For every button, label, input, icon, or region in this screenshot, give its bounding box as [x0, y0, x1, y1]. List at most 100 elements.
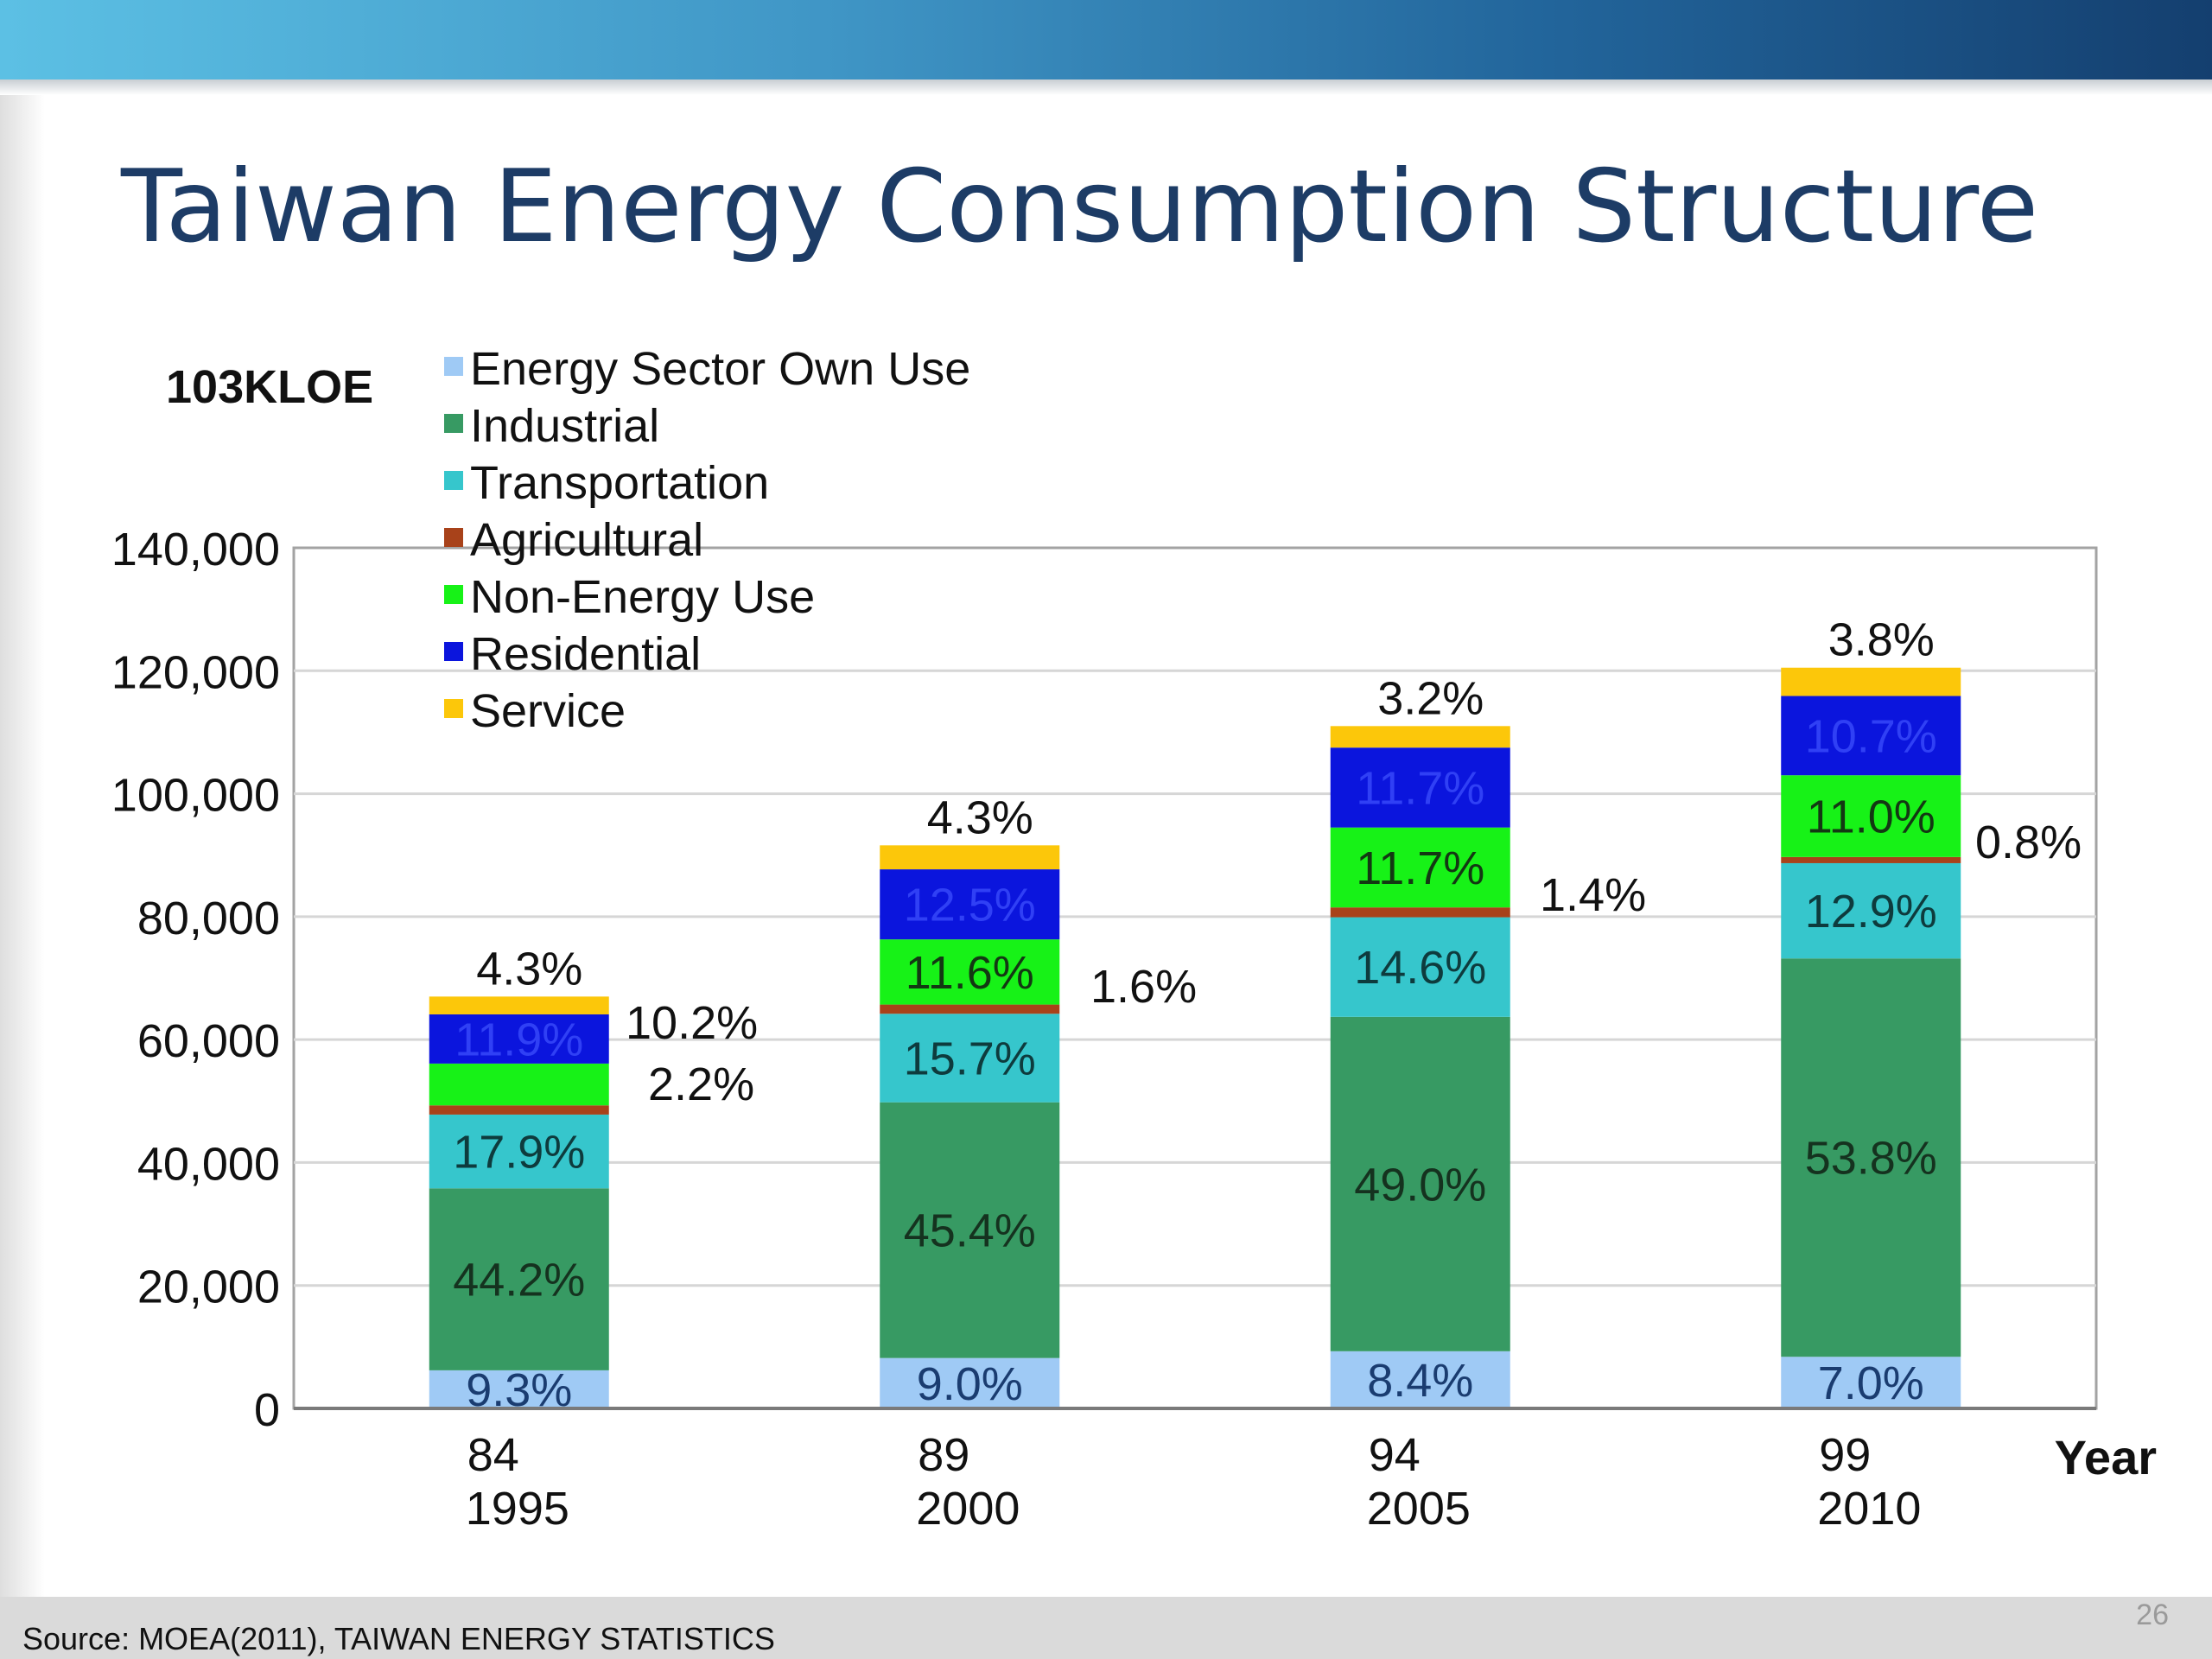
bar-segment	[880, 1102, 1060, 1358]
bar-segment	[1781, 958, 1961, 1357]
bar-segment	[429, 1370, 609, 1408]
y-tick-label: 40,000	[137, 1138, 280, 1190]
data-label: 3.8%	[1828, 614, 1935, 666]
legend-swatch	[444, 414, 463, 433]
legend-swatch	[444, 471, 463, 490]
data-label: 10.2%	[626, 997, 758, 1049]
data-label: 0.8%	[1975, 817, 2082, 868]
data-label: 14.6%	[1354, 942, 1486, 994]
bar-segment	[1330, 1016, 1510, 1351]
bar-segment	[1781, 862, 1961, 959]
x-tick-label: 89	[918, 1429, 969, 1481]
bar-segment	[429, 1188, 609, 1370]
x-tick-label: 94	[1369, 1429, 1421, 1481]
slide-title: Taiwan Energy Consumption Structure	[121, 149, 2039, 265]
data-labels: 9.3% 44.2% 17.9% 2.2% 10.2% 11.9% 4.3% 9.0% 45.4…	[453, 614, 2082, 1416]
data-label: 8.4%	[1367, 1355, 1473, 1407]
data-label: 10.7%	[1805, 710, 1937, 762]
bar-segment	[880, 1357, 1060, 1408]
data-label: 12.5%	[904, 880, 1036, 931]
bar-segment	[880, 869, 1060, 940]
bar-segment	[429, 1105, 609, 1115]
footer-band	[0, 1597, 2212, 1659]
legend-label: Energy Sector Own Use	[470, 343, 970, 395]
data-label: 11.6%	[906, 947, 1034, 999]
data-label: 53.8%	[1805, 1133, 1937, 1185]
bar-segment	[429, 996, 609, 1014]
bar-segment	[1330, 726, 1510, 748]
bar-segment	[429, 1114, 609, 1189]
legend-label: Non-Energy Use	[470, 571, 815, 623]
bar-segment	[1781, 856, 1961, 863]
x-tick-sublabel: 2000	[916, 1483, 1020, 1535]
header-band	[0, 0, 2212, 79]
data-label: 3.2%	[1377, 672, 1484, 724]
data-label: 4.3%	[927, 791, 1033, 843]
bar-segment	[1781, 1357, 1961, 1408]
y-tick-label: 120,000	[111, 646, 280, 698]
y-tick-label: 60,000	[137, 1015, 280, 1067]
bar-segment	[429, 1014, 609, 1064]
header-band-shadow	[0, 79, 2212, 95]
bar-segment	[1330, 917, 1510, 1017]
data-label: 44.2%	[453, 1255, 585, 1306]
x-tick-label: 99	[1819, 1429, 1871, 1481]
x-tick-sublabel: 1995	[466, 1483, 569, 1535]
bar-segment	[429, 1063, 609, 1106]
data-label: 15.7%	[904, 1033, 1036, 1084]
y-tick-label: 0	[254, 1384, 280, 1436]
legend-label: Residential	[470, 628, 701, 680]
data-label: 1.4%	[1540, 869, 1646, 921]
x-axis-title: Year	[2055, 1430, 2157, 1484]
data-label: 11.7%	[1356, 842, 1484, 894]
data-label: 45.4%	[904, 1205, 1036, 1257]
legend-swatch	[444, 528, 463, 547]
bar-segment	[1781, 667, 1961, 696]
data-label: 2.2%	[648, 1058, 754, 1110]
source-note: Source: MOEA(2011), TAIWAN ENERGY STATIS…	[22, 1621, 775, 1656]
y-tick-label: 80,000	[137, 893, 280, 944]
bar-segment	[1781, 775, 1961, 857]
bar-segment	[1330, 1351, 1510, 1408]
legend-swatch	[444, 585, 463, 604]
data-label: 11.9%	[454, 1014, 583, 1065]
y-tick-label: 140,000	[111, 524, 280, 575]
data-label: 12.9%	[1805, 886, 1937, 938]
data-label: 9.0%	[917, 1358, 1023, 1410]
legend: Energy Sector Own UseIndustrialTransport…	[444, 343, 970, 737]
unit-label: 103KLOE	[166, 361, 374, 413]
legend-label: Industrial	[470, 400, 659, 452]
data-label: 49.0%	[1354, 1159, 1486, 1211]
y-tick-label: 20,000	[137, 1262, 280, 1313]
x-tick-sublabel: 2010	[1817, 1483, 1921, 1535]
bar-segment	[880, 939, 1060, 1005]
legend-swatch	[444, 642, 463, 661]
data-label: 9.3%	[466, 1364, 572, 1416]
page-number: 26	[2136, 1599, 2169, 1631]
stacked-bar-chart: 0 20,000 40,000 60,000 80,000 100,000 120,000 1…	[111, 343, 2157, 1535]
bar-segment	[1330, 747, 1510, 828]
legend-label: Service	[470, 685, 626, 737]
legend-label: Agricultural	[470, 514, 703, 566]
data-label: 11.0%	[1807, 791, 1936, 843]
y-tick-label: 100,000	[111, 770, 280, 822]
data-label: 11.7%	[1356, 762, 1484, 814]
x-tick-label: 84	[467, 1429, 519, 1481]
bar-segment	[880, 1004, 1060, 1014]
axes: 0 20,000 40,000 60,000 80,000 100,000 120,000 1…	[111, 524, 2157, 1535]
legend-swatch	[444, 357, 463, 376]
legend-label: Transportation	[470, 457, 769, 509]
data-label: 4.3%	[476, 943, 582, 995]
left-edge-shade	[0, 95, 45, 1599]
data-label: 17.9%	[453, 1127, 585, 1179]
bar-segment	[1781, 696, 1961, 776]
legend-swatch	[444, 699, 463, 718]
data-label: 7.0%	[1818, 1357, 1924, 1409]
bar-segment	[1330, 907, 1510, 918]
data-label: 1.6%	[1090, 961, 1197, 1013]
x-tick-sublabel: 2005	[1367, 1483, 1471, 1535]
bar-segment	[880, 1014, 1060, 1103]
bar-stacks	[429, 667, 1961, 1408]
bar-segment	[880, 845, 1060, 870]
bar-segment	[1330, 827, 1510, 908]
